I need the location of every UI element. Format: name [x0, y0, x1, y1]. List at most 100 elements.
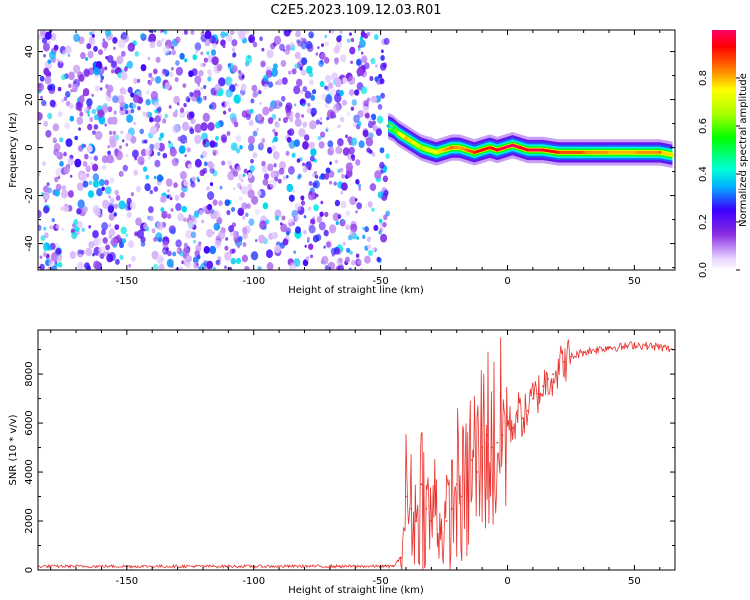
- noise-blob: [108, 223, 112, 228]
- noise-blob: [261, 165, 268, 174]
- noise-blob: [125, 153, 129, 158]
- noise-blob: [319, 117, 323, 121]
- noise-blob: [149, 215, 154, 222]
- noise-blob: [98, 178, 105, 187]
- noise-blob: [93, 67, 101, 76]
- noise-blob: [91, 108, 97, 115]
- noise-blob: [67, 53, 71, 57]
- noise-blob: [368, 249, 373, 257]
- noise-blob: [80, 52, 86, 60]
- noise-blob: [63, 165, 70, 175]
- noise-blob: [359, 39, 366, 48]
- noise-blob: [320, 200, 324, 205]
- noise-blob: [294, 51, 301, 60]
- noise-blob: [248, 218, 255, 226]
- ridge-point: [412, 141, 416, 145]
- noise-blob: [356, 236, 360, 240]
- noise-blob: [351, 99, 357, 106]
- snr-point: [557, 368, 560, 371]
- ridge-point: [480, 148, 484, 152]
- noise-blob: [313, 170, 318, 175]
- noise-blob: [153, 68, 158, 75]
- noise-blob: [241, 227, 248, 234]
- noise-blob: [190, 181, 196, 188]
- noise-blob: [308, 71, 314, 78]
- noise-blob: [202, 96, 206, 101]
- noise-blob: [194, 158, 202, 168]
- noise-blob: [224, 245, 229, 251]
- noise-blob: [43, 67, 50, 76]
- noise-blob: [279, 43, 285, 51]
- noise-blob: [156, 221, 164, 231]
- noise-blob: [156, 40, 163, 48]
- noise-blob: [92, 179, 100, 188]
- noise-blob: [323, 173, 330, 180]
- y-tick-label: -40: [24, 235, 35, 251]
- noise-blob: [224, 100, 231, 108]
- noise-blob: [102, 38, 106, 42]
- ridge-point: [526, 148, 530, 152]
- noise-blob: [206, 228, 214, 238]
- noise-blob: [43, 226, 47, 231]
- noise-blob: [59, 137, 64, 143]
- noise-blob: [379, 147, 385, 154]
- noise-blob: [95, 237, 102, 246]
- noise-blob: [277, 78, 283, 86]
- noise-blob: [332, 212, 340, 222]
- ridge-point: [495, 148, 499, 152]
- noise-blob: [349, 250, 353, 255]
- snr-point: [542, 385, 544, 388]
- noise-blob: [51, 218, 55, 223]
- noise-blob: [315, 119, 321, 125]
- ridge-point: [510, 143, 515, 147]
- noise-blob: [236, 83, 240, 88]
- noise-blob: [232, 52, 237, 58]
- noise-blob: [132, 149, 139, 159]
- ridge-point: [434, 150, 438, 154]
- noise-blob: [216, 63, 223, 71]
- noise-blob: [96, 188, 103, 197]
- noise-blob: [45, 253, 50, 259]
- noise-blob: [310, 148, 317, 157]
- noise-blob: [298, 128, 306, 137]
- noise-blob: [263, 83, 269, 90]
- noise-blob: [68, 71, 75, 81]
- snr-point: [471, 458, 473, 461]
- ridge-point: [607, 150, 611, 154]
- noise-blob: [155, 56, 161, 63]
- noise-blob: [49, 225, 53, 230]
- noise-blob: [117, 39, 126, 49]
- noise-blob: [208, 72, 213, 78]
- noise-blob: [277, 178, 282, 184]
- noise-blob: [118, 200, 126, 210]
- snr-point: [415, 520, 417, 522]
- noise-blob: [304, 244, 307, 248]
- noise-blob: [319, 211, 324, 217]
- noise-blob: [251, 84, 258, 92]
- noise-blob: [163, 45, 170, 55]
- noise-blob: [102, 237, 108, 244]
- noise-blob: [130, 92, 135, 98]
- noise-blob: [47, 112, 53, 120]
- noise-blob: [346, 169, 353, 178]
- noise-blob: [333, 181, 337, 186]
- noise-blob: [327, 140, 334, 148]
- noise-blob: [157, 151, 161, 156]
- noise-blob: [89, 156, 93, 160]
- noise-blob: [87, 190, 95, 198]
- noise-blob: [127, 86, 133, 94]
- noise-blob: [333, 246, 340, 255]
- noise-blob: [301, 69, 307, 76]
- noise-blob: [252, 41, 258, 48]
- noise-blob: [233, 94, 241, 104]
- noise-blob: [107, 55, 114, 63]
- noise-blob: [114, 151, 118, 157]
- noise-blob: [119, 254, 124, 260]
- snr-point: [491, 446, 494, 449]
- noise-blob: [42, 252, 47, 257]
- noise-blob: [91, 30, 95, 35]
- noise-blob: [345, 162, 353, 172]
- noise-blob: [227, 160, 232, 166]
- noise-blob: [57, 86, 62, 92]
- noise-blob: [148, 33, 157, 43]
